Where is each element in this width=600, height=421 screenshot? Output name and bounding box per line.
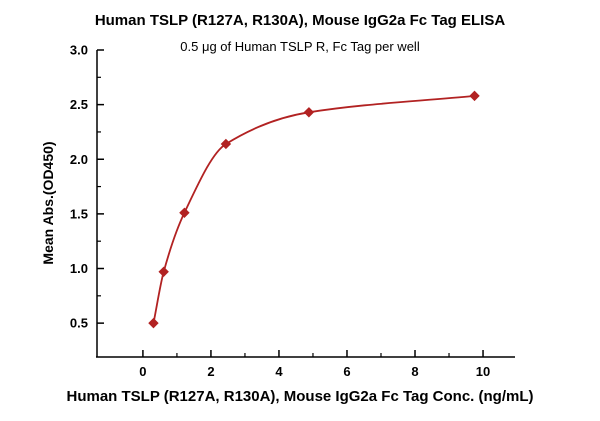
y-tick-label: 0.5 [70, 316, 88, 331]
data-point [303, 107, 315, 118]
x-tick-label: 8 [411, 364, 418, 379]
chart-subtitle: 0.5 μg of Human TSLP R, Fc Tag per well [180, 39, 420, 54]
y-axis-title: Mean Abs.(OD450) [40, 141, 56, 265]
x-tick-label: 6 [343, 364, 350, 379]
y-tick-label: 1.5 [70, 206, 88, 221]
data-point [148, 317, 159, 329]
x-tick-label: 0 [139, 364, 146, 379]
y-tick-label: 3.0 [70, 43, 88, 58]
x-tick-label: 2 [207, 364, 214, 379]
data-point [469, 90, 480, 102]
x-axis-title: Human TSLP (R127A, R130A), Mouse IgG2a F… [66, 388, 534, 405]
data-point [179, 207, 190, 218]
data-point [220, 138, 232, 150]
y-tick-label: 2.5 [70, 97, 88, 112]
x-tick-label: 4 [275, 364, 283, 379]
data-point [158, 266, 169, 277]
x-tick-label: 10 [476, 364, 490, 379]
fit-curve [152, 95, 475, 324]
y-tick-label: 1.0 [70, 261, 88, 276]
y-tick-label: 2.0 [70, 152, 88, 167]
chart-title: Human TSLP (R127A, R130A), Mouse IgG2a F… [94, 12, 506, 29]
